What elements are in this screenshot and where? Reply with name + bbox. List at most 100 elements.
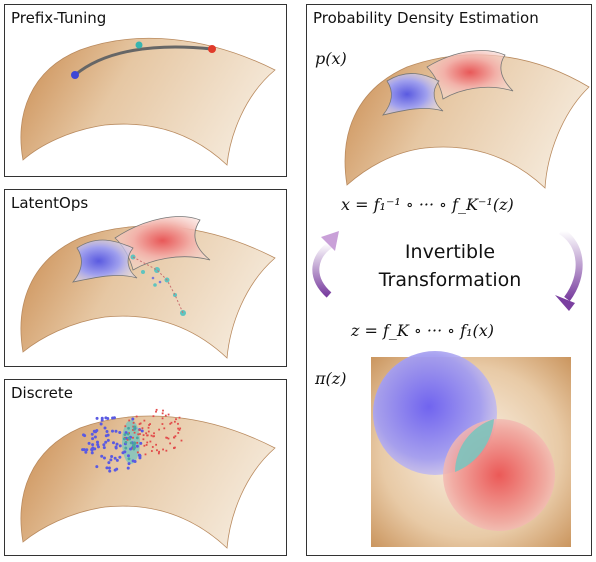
red-sample-dot: [161, 412, 164, 415]
right-arrow-head: [555, 295, 575, 311]
red-sample-dot: [126, 438, 129, 441]
prefix-tuning-illustration: [20, 37, 276, 166]
pz-overlap: [455, 419, 494, 472]
red-sample-dot: [139, 433, 141, 435]
blue-sample-dot: [109, 458, 113, 462]
red-sample-dot: [162, 409, 164, 412]
blue-sample-dot: [118, 444, 122, 448]
blue-sample-dot: [107, 466, 111, 470]
red-sample-dot: [124, 425, 127, 428]
teal-sample-dot: [133, 441, 136, 445]
red-sample-dot: [152, 435, 155, 438]
red-sample-dot: [165, 449, 168, 452]
red-sample-dot: [179, 427, 182, 430]
latentops-panel: LatentOps: [4, 189, 287, 367]
red-sample-dot: [149, 423, 151, 425]
red-sample-dot: [132, 436, 134, 439]
blue-sample-dot: [103, 426, 107, 430]
panel-title: Discrete: [11, 384, 73, 402]
red-sample-dot: [153, 432, 155, 435]
blue-sample-dot: [102, 456, 106, 460]
red-sample-dot: [149, 440, 152, 443]
red-sample-dot: [158, 428, 161, 431]
left-arrow-head: [321, 231, 339, 251]
teal-sample-dot: [123, 433, 127, 437]
blue-sample-dot: [96, 443, 100, 447]
red-sample-dot: [161, 423, 164, 425]
blue-sample-dot: [100, 454, 104, 458]
red-sample-dot: [144, 453, 147, 456]
red-sample-dot: [155, 408, 158, 411]
red-sample-dot: [145, 444, 148, 446]
blue-sample-dot: [114, 429, 118, 433]
pz-red-gaussian: [443, 419, 555, 531]
red-sample-dot: [155, 410, 157, 413]
red-sample-dot: [142, 438, 145, 441]
prefix-tuning-panel: Prefix-Tuning: [4, 4, 287, 177]
red-sample-dot: [139, 422, 142, 425]
blue-sample-dot: [139, 441, 143, 445]
red-sample-dot: [152, 415, 155, 418]
blue-sample-dot: [107, 461, 111, 465]
red-sample-dot: [165, 436, 168, 439]
blue-scatter: [151, 276, 162, 284]
red-sample-dot: [146, 441, 149, 444]
blue-region: [72, 239, 138, 283]
panel-title: LatentOps: [11, 194, 89, 212]
red-sample-dot: [173, 436, 175, 439]
blue-sample-dot: [129, 447, 133, 451]
red-sample-dot: [148, 424, 150, 426]
px-label: p(x): [315, 49, 347, 68]
red-sample-dot: [163, 427, 166, 430]
teal-sample-dot: [122, 437, 126, 441]
blue-sample-dot: [84, 450, 88, 454]
teal-sample-dot: [133, 425, 137, 429]
inverse-flow-formula: x = f₁⁻¹ ∘ ··· ∘ f_K⁻¹(z): [341, 195, 514, 214]
blue-sample-dot: [126, 454, 130, 458]
red-sample-dot: [150, 450, 153, 452]
blue-sample-dot: [115, 458, 119, 462]
red-sample-dot: [169, 422, 172, 425]
transform-label-line1: Invertible: [404, 241, 496, 263]
red-sample-dot: [141, 427, 144, 430]
end-point: [208, 45, 216, 53]
left-curved-arrow: [312, 240, 335, 298]
red-sample-dot: [177, 427, 180, 430]
blue-sample-dot: [140, 429, 144, 433]
teal-sample-dot: [135, 436, 139, 440]
red-sample-dot: [132, 421, 135, 424]
red-sample-dot: [145, 432, 148, 435]
red-sample-dot: [156, 449, 158, 452]
teal-sample-dot: [127, 426, 130, 430]
blue-sample-dot: [95, 416, 99, 420]
blue-sample-dot: [105, 429, 109, 433]
blue-sample-dot: [108, 469, 112, 473]
red-sample-dot: [173, 420, 176, 423]
blue-sample-dot: [127, 462, 131, 466]
prefix-trajectory: [74, 45, 213, 77]
mid-point: [135, 41, 143, 49]
red-sample-dot: [162, 448, 164, 451]
red-sample-dot: [128, 419, 131, 422]
latentops-illustration: [20, 216, 276, 359]
teal-sample-dot: [133, 427, 136, 431]
blue-sample-dot: [121, 451, 125, 455]
red-sample-dot: [180, 439, 183, 442]
blue-sample-dot: [81, 433, 85, 437]
start-point: [71, 71, 79, 79]
red-sample-dot: [155, 443, 158, 446]
blue-sample-dot: [118, 430, 122, 434]
blue-sample-dot: [118, 455, 122, 459]
teal-sample-dot: [124, 440, 128, 444]
teal-sample-dot: [129, 441, 133, 445]
blue-sample-dot: [95, 465, 99, 469]
blue-sample-dot: [91, 437, 95, 441]
blue-sample-dot: [102, 443, 106, 447]
red-sample-dot: [146, 434, 149, 437]
blue-sample-dot: [95, 440, 99, 444]
red-sample-dot: [136, 451, 139, 454]
panel-title: Probability Density Estimation: [313, 9, 539, 27]
red-sample-dot: [150, 434, 153, 437]
blue-sample-dot: [93, 435, 97, 439]
blue-sample-dot: [114, 445, 118, 449]
